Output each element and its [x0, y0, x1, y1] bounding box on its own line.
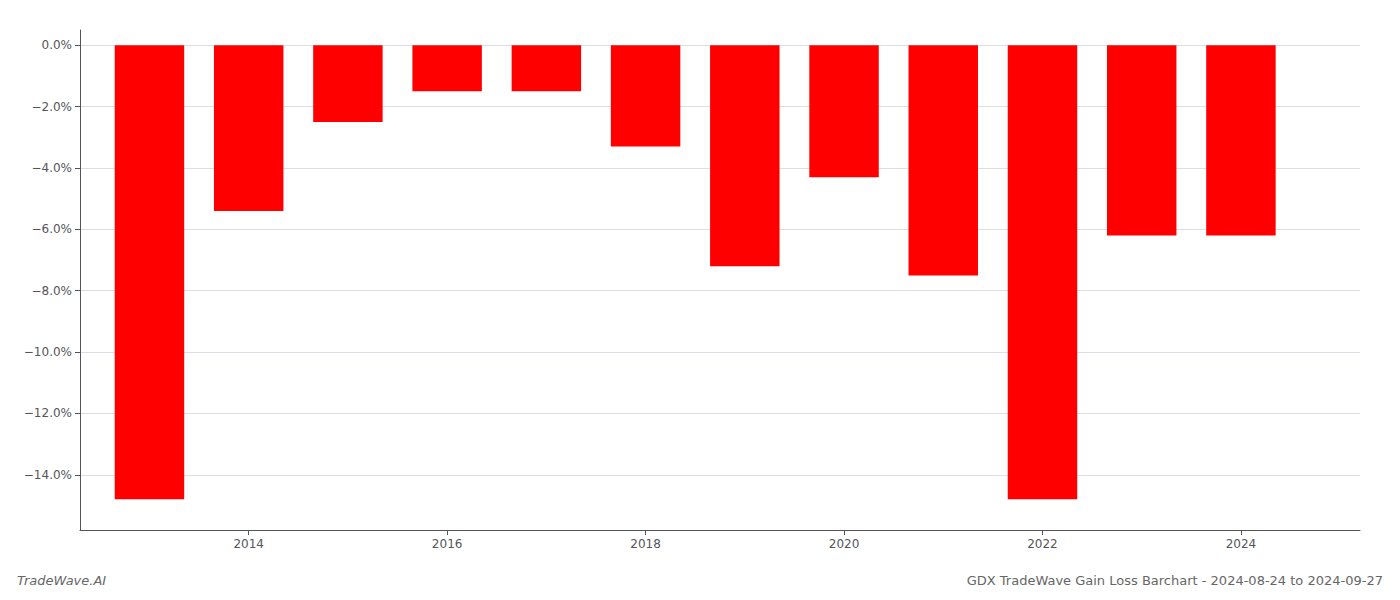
- svg-text:−6.0%: −6.0%: [31, 222, 72, 236]
- svg-text:GDX TradeWave Gain Loss Barcha: GDX TradeWave Gain Loss Barchart - 2024-…: [967, 573, 1383, 588]
- svg-text:−8.0%: −8.0%: [31, 284, 72, 298]
- svg-text:2024: 2024: [1226, 537, 1257, 551]
- svg-text:−10.0%: −10.0%: [24, 345, 72, 359]
- svg-text:−2.0%: −2.0%: [31, 100, 72, 114]
- svg-text:−14.0%: −14.0%: [24, 468, 72, 482]
- svg-text:2022: 2022: [1027, 537, 1058, 551]
- svg-text:2014: 2014: [233, 537, 264, 551]
- svg-text:−12.0%: −12.0%: [24, 406, 72, 420]
- svg-text:−4.0%: −4.0%: [31, 161, 72, 175]
- svg-text:2016: 2016: [432, 537, 463, 551]
- svg-text:TradeWave.AI: TradeWave.AI: [17, 573, 106, 588]
- svg-text:2020: 2020: [829, 537, 860, 551]
- svg-text:2018: 2018: [630, 537, 661, 551]
- svg-text:0.0%: 0.0%: [42, 38, 73, 52]
